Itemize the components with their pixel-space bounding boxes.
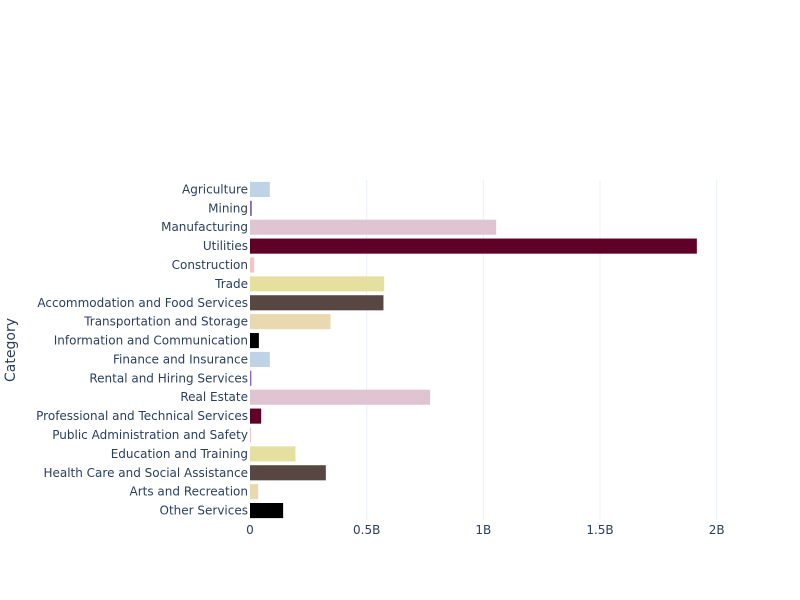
y-axis-title: Category bbox=[3, 318, 19, 382]
y-axis-tick-labels: Agriculture Mining Manufacturing Utilities C… bbox=[36, 182, 248, 517]
bar[interactable] bbox=[250, 427, 251, 443]
y-tick-label: Information and Communication bbox=[54, 334, 248, 348]
y-tick-label: Public Administration and Safety bbox=[52, 428, 248, 442]
x-tick-label: 0 bbox=[246, 523, 254, 537]
y-tick-label: Finance and Insurance bbox=[113, 352, 248, 366]
y-tick-label: Health Care and Social Assistance bbox=[43, 466, 248, 480]
bar[interactable] bbox=[250, 257, 255, 273]
y-tick-label: Education and Training bbox=[111, 447, 248, 461]
x-tick-label: 0.5B bbox=[353, 523, 380, 537]
x-tick-label: 1B bbox=[475, 523, 491, 537]
bar[interactable] bbox=[250, 465, 326, 481]
y-tick-label: Accommodation and Food Services bbox=[37, 296, 248, 310]
bars bbox=[250, 181, 697, 519]
y-tick-label: Real Estate bbox=[180, 390, 248, 404]
y-tick-label: Rental and Hiring Services bbox=[89, 371, 248, 385]
bar[interactable] bbox=[250, 408, 262, 424]
x-tick-label: 2B bbox=[709, 523, 725, 537]
bar[interactable] bbox=[250, 503, 284, 519]
y-tick-label: Arts and Recreation bbox=[130, 485, 248, 499]
y-tick-label: Utilities bbox=[203, 239, 248, 253]
bar[interactable] bbox=[250, 314, 331, 330]
bar[interactable] bbox=[250, 484, 259, 500]
bar[interactable] bbox=[250, 200, 252, 216]
bar[interactable] bbox=[250, 219, 497, 235]
y-tick-label: Construction bbox=[172, 258, 248, 272]
gridlines bbox=[366, 180, 718, 520]
y-tick-label: Transportation and Storage bbox=[83, 315, 248, 329]
x-tick-label: 1.5B bbox=[586, 523, 613, 537]
y-tick-label: Manufacturing bbox=[161, 220, 248, 234]
y-tick-label: Mining bbox=[208, 201, 248, 215]
bar[interactable] bbox=[250, 181, 270, 197]
bar[interactable] bbox=[250, 370, 252, 386]
bar[interactable] bbox=[250, 276, 385, 292]
bar[interactable] bbox=[250, 389, 431, 405]
y-tick-label: Other Services bbox=[160, 504, 249, 518]
bar[interactable] bbox=[250, 238, 697, 254]
bar[interactable] bbox=[250, 295, 384, 311]
bar[interactable] bbox=[250, 446, 296, 462]
bar[interactable] bbox=[250, 351, 270, 367]
y-tick-label: Professional and Technical Services bbox=[36, 409, 248, 423]
bar[interactable] bbox=[250, 333, 259, 349]
y-tick-label: Agriculture bbox=[182, 182, 248, 196]
x-axis-tick-labels: 0 0.5B 1B 1.5B 2B bbox=[246, 523, 724, 537]
y-tick-label: Trade bbox=[214, 277, 248, 291]
